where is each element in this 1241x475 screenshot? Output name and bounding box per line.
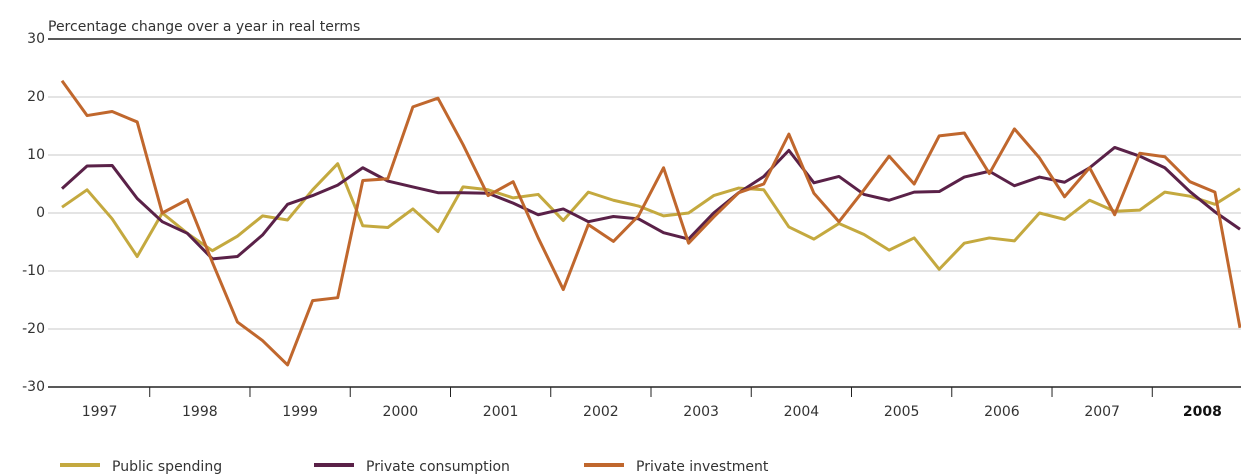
x-tick-label: 2004 — [784, 404, 820, 420]
x-tick-label: 2001 — [483, 404, 519, 420]
y-axis-label: Percentage change over a year in real te… — [48, 19, 360, 35]
x-tick-label: 2006 — [984, 404, 1020, 420]
x-tick-label: 2000 — [383, 404, 419, 420]
x-tick-label: 2008 — [1183, 404, 1222, 420]
series-line — [61, 162, 1241, 271]
x-tick-label: 2005 — [884, 404, 920, 420]
y-tick-label: -10 — [22, 263, 45, 279]
y-tick-label: -20 — [22, 321, 45, 337]
x-tick-label: 1997 — [82, 404, 118, 420]
series-line — [60, 145, 1241, 261]
x-tick-label: 2002 — [583, 404, 619, 420]
legend-label: Private consumption — [366, 459, 510, 475]
x-tick-label: 2007 — [1084, 404, 1120, 420]
y-tick-label: 20 — [27, 89, 45, 105]
series-line — [60, 79, 1241, 367]
legend-label: Public spending — [112, 459, 222, 475]
x-tick-label: 2003 — [683, 404, 719, 420]
y-tick-label: 0 — [36, 205, 45, 221]
x-tick-label: 1999 — [282, 404, 318, 420]
legend-label: Private investment — [636, 459, 769, 475]
x-tick-label: 1998 — [182, 404, 218, 420]
y-tick-label: -30 — [22, 379, 45, 395]
y-tick-label: 30 — [27, 31, 45, 47]
y-tick-label: 10 — [27, 147, 45, 163]
